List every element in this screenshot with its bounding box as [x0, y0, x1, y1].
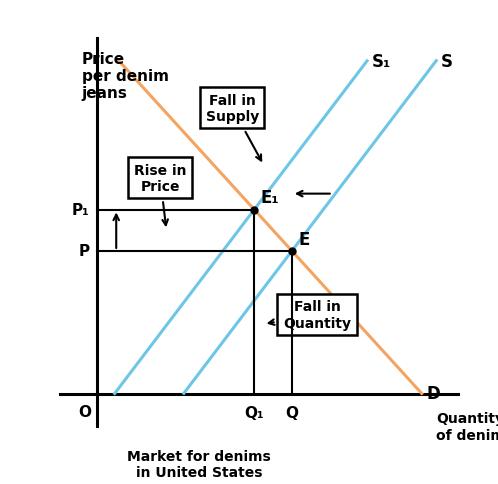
Text: P₁: P₁	[72, 203, 90, 218]
Text: Market for denims
in United States: Market for denims in United States	[127, 449, 271, 479]
Text: S₁: S₁	[372, 53, 391, 71]
Text: Price
per denim
jeans: Price per denim jeans	[82, 51, 169, 101]
Text: O: O	[78, 404, 91, 419]
Text: Fall in
Supply: Fall in Supply	[206, 93, 261, 161]
Text: Rise in
Price: Rise in Price	[134, 163, 186, 226]
Text: Q: Q	[285, 405, 298, 420]
Text: E₁: E₁	[260, 189, 279, 207]
Text: Q₁: Q₁	[245, 405, 264, 420]
Text: P: P	[79, 244, 90, 259]
Text: E: E	[298, 230, 310, 248]
Text: Quantity
of denim jeans: Quantity of denim jeans	[436, 411, 498, 442]
Text: S: S	[441, 53, 453, 71]
Text: D: D	[426, 385, 440, 403]
Text: Fall in
Quantity: Fall in Quantity	[269, 300, 351, 330]
